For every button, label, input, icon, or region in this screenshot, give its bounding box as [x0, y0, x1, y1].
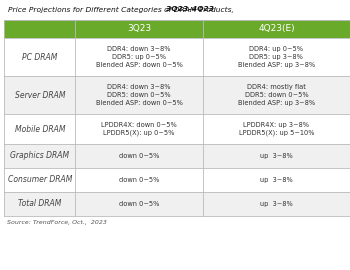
Text: LPDDR4X: up 3~8%
LPDDR5(X): up 5~10%: LPDDR4X: up 3~8% LPDDR5(X): up 5~10% [239, 122, 314, 136]
Text: DDR4: down 3~8%
DDR5: up 0~5%
Blended ASP: down 0~5%: DDR4: down 3~8% DDR5: up 0~5% Blended AS… [96, 46, 183, 68]
Bar [4, 114, 350, 144]
Text: PC DRAM: PC DRAM [22, 52, 57, 62]
Text: 3Q23–4Q23: 3Q23–4Q23 [166, 6, 214, 12]
Text: DDR4: up 0~5%
DDR5: up 3~8%
Blended ASP: up 3~8%: DDR4: up 0~5% DDR5: up 3~8% Blended ASP:… [238, 46, 315, 68]
Text: LPDDR4X: down 0~5%
LPDDR5(X): up 0~5%: LPDDR4X: down 0~5% LPDDR5(X): up 0~5% [101, 122, 177, 136]
Bar [4, 38, 350, 76]
Bar [4, 168, 350, 192]
Bar [4, 76, 350, 114]
Text: up  3~8%: up 3~8% [260, 177, 293, 183]
Bar [4, 144, 350, 168]
Text: 4Q23(E): 4Q23(E) [258, 25, 295, 33]
Text: down 0~5%: down 0~5% [119, 153, 159, 159]
Text: up  3~8%: up 3~8% [260, 201, 293, 207]
Text: down 0~5%: down 0~5% [119, 177, 159, 183]
Text: Graphics DRAM: Graphics DRAM [10, 151, 69, 160]
Bar [4, 0, 350, 20]
Text: up  3~8%: up 3~8% [260, 153, 293, 159]
Text: Total DRAM: Total DRAM [18, 200, 62, 208]
Bar [4, 20, 350, 38]
Text: Price Projections for Different Categories of DRAM Products,: Price Projections for Different Categori… [8, 6, 237, 12]
Bar [4, 192, 350, 216]
Text: Source: TrendForce, Oct.,  2023: Source: TrendForce, Oct., 2023 [7, 220, 107, 225]
Text: Mobile DRAM: Mobile DRAM [15, 124, 65, 133]
Text: DDR4: down 3~8%
DDR5: down 0~5%
Blended ASP: down 0~5%: DDR4: down 3~8% DDR5: down 0~5% Blended … [96, 84, 183, 106]
Text: DDR4: mostly flat
DDR5: down 0~5%
Blended ASP: up 3~8%: DDR4: mostly flat DDR5: down 0~5% Blende… [238, 84, 315, 106]
Text: Consumer DRAM: Consumer DRAM [8, 176, 72, 184]
Text: Server DRAM: Server DRAM [15, 90, 65, 100]
Text: down 0~5%: down 0~5% [119, 201, 159, 207]
Text: 3Q23: 3Q23 [127, 25, 151, 33]
